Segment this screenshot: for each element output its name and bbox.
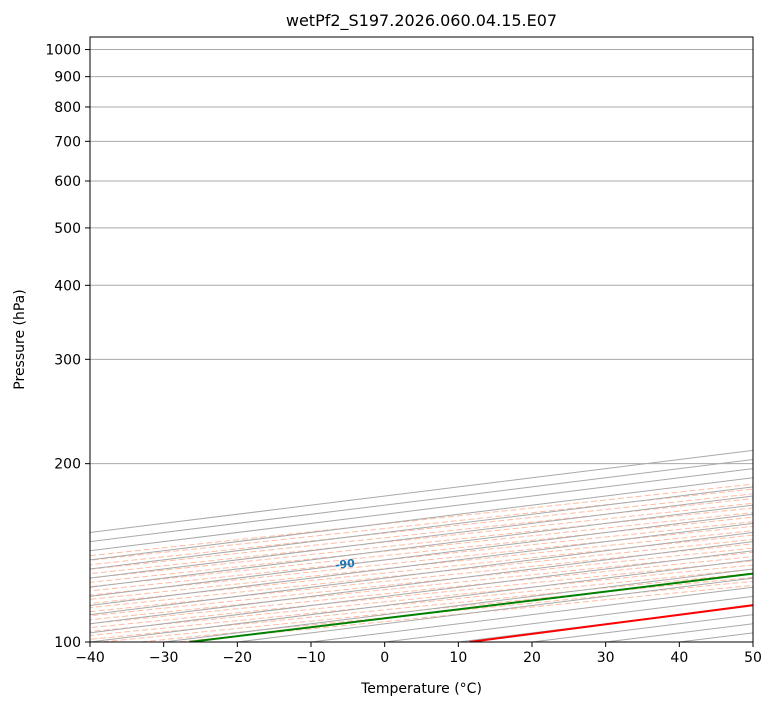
x-tick-label: 50	[744, 650, 762, 666]
isotherm-grid-line	[90, 495, 753, 579]
isotherm-grid-line	[90, 513, 753, 597]
isotherm-grid-line	[90, 486, 753, 570]
y-tick-label: 800	[54, 100, 81, 116]
plot-frame	[89, 36, 754, 643]
y-axis-label: Pressure (hPa)	[12, 289, 28, 389]
isotherm-grid-line	[90, 468, 753, 552]
y-tick-label: 400	[54, 278, 81, 294]
x-axis-ticks: −40 −30 −20 −10 0 10 20 30 40 50	[75, 642, 762, 666]
isotherm-label: -90	[334, 557, 356, 572]
plot-area: -100-90-80-70-60-50-40-30-20-10010203040…	[90, 37, 775, 642]
x-axis-label: Temperature (°C)	[360, 681, 482, 697]
x-tick-label: −30	[149, 650, 179, 666]
y-tick-label: 600	[54, 174, 81, 190]
x-tick-label: 10	[449, 650, 467, 666]
y-axis-ticks: 100 200 300 400 500 600 700 800 900 1000	[45, 43, 90, 651]
isotherm-grid-line	[90, 477, 753, 561]
x-tick-label: 30	[597, 650, 615, 666]
isotherm-grid-line	[90, 531, 753, 616]
isotherm-grid-line	[90, 504, 753, 588]
y-tick-label: 100	[54, 635, 81, 651]
y-tick-label: 700	[54, 134, 81, 150]
x-tick-label: 0	[380, 650, 389, 666]
y-tick-label: 300	[54, 352, 81, 368]
x-tick-label: −10	[296, 650, 326, 666]
y-tick-label: 900	[54, 70, 81, 86]
y-tick-label: 500	[54, 221, 81, 237]
x-tick-label: −40	[75, 650, 105, 666]
isotherm-label: -80	[761, 513, 775, 528]
isotherm-grid-line	[90, 522, 753, 607]
y-tick-label: 1000	[45, 43, 81, 59]
x-tick-label: −20	[223, 650, 253, 666]
x-tick-label: 40	[670, 650, 688, 666]
isotherm-grid-line	[752, 641, 753, 642]
grid-lines	[90, 49, 753, 642]
chart-title: wetPf2_S197.2026.060.04.15.E07	[286, 11, 557, 31]
x-tick-label: 20	[523, 650, 541, 666]
y-tick-label: 200	[54, 457, 81, 473]
isotherm-grid-line	[90, 458, 753, 543]
